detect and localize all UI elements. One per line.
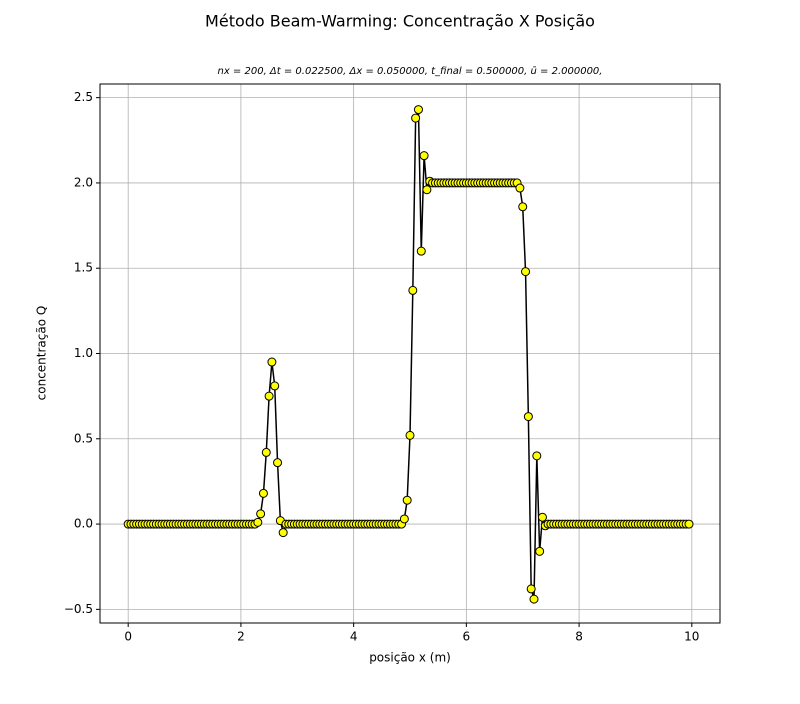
data-point <box>267 357 277 367</box>
data-point <box>256 509 266 519</box>
data-point <box>253 517 263 527</box>
x-axis-label: posição x (m) <box>369 651 451 665</box>
data-point <box>529 594 539 604</box>
y-tick-label: 1.0 <box>74 346 93 360</box>
x-tick-label: 8 <box>575 630 583 644</box>
data-point <box>402 495 412 505</box>
data-point <box>416 246 426 256</box>
data-point <box>273 458 283 468</box>
data-point <box>535 546 545 556</box>
data-point <box>258 488 268 498</box>
data-point <box>521 267 531 277</box>
chart-title: Método Beam-Warming: Concentração X Posi… <box>205 12 595 31</box>
y-tick-label: 2.0 <box>74 175 93 189</box>
x-tick-label: 0 <box>124 630 132 644</box>
x-tick-label: 4 <box>350 630 358 644</box>
data-point <box>405 430 415 440</box>
data-point <box>399 514 409 524</box>
data-point <box>515 183 525 193</box>
data-point <box>526 584 536 594</box>
data-point <box>270 381 280 391</box>
y-axis-label: concentração Q <box>35 306 49 401</box>
data-point <box>523 412 533 422</box>
x-tick-label: 2 <box>237 630 245 644</box>
data-point <box>532 451 542 461</box>
data-point <box>422 185 432 195</box>
data-point <box>408 285 418 295</box>
y-tick-label: −0.5 <box>64 602 93 616</box>
data-point <box>278 528 288 538</box>
chart-subtitle: nx = 200, Δt = 0.022500, Δx = 0.050000, … <box>218 66 603 77</box>
y-tick-label: 2.5 <box>74 90 93 104</box>
data-point <box>518 202 528 212</box>
plot-frame <box>99 83 721 624</box>
data-point <box>419 151 429 161</box>
y-tick-label: 0.0 <box>74 517 93 531</box>
x-tick-label: 6 <box>463 630 471 644</box>
data-point <box>261 447 271 457</box>
x-tick-label: 10 <box>684 630 699 644</box>
y-tick-label: 1.5 <box>74 261 93 275</box>
data-point <box>684 519 694 529</box>
y-tick-label: 0.5 <box>74 431 93 445</box>
data-point <box>411 113 421 123</box>
data-point <box>413 105 423 115</box>
data-point <box>537 512 547 522</box>
data-point <box>264 391 274 401</box>
